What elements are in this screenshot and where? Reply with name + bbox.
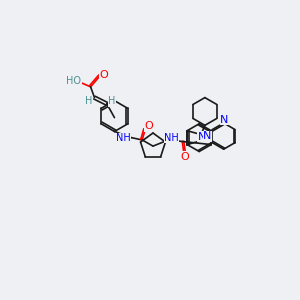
Text: NH: NH xyxy=(164,133,179,142)
Text: HO: HO xyxy=(66,76,81,86)
Text: N: N xyxy=(220,115,229,125)
Text: NH: NH xyxy=(116,134,130,143)
Text: H: H xyxy=(109,96,116,106)
Text: O: O xyxy=(99,70,108,80)
Text: O: O xyxy=(180,152,189,162)
Text: O: O xyxy=(145,121,154,131)
Text: H: H xyxy=(85,96,93,106)
Text: N: N xyxy=(198,132,206,142)
Text: N: N xyxy=(203,131,212,141)
